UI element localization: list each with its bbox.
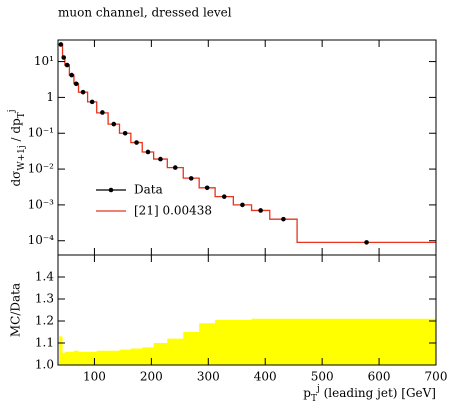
x-tick-label: 200: [140, 370, 163, 384]
data-point: [111, 121, 117, 127]
axis-label: dσW+1j / dpTj: [7, 109, 27, 186]
legend-label: Data: [134, 183, 163, 197]
data-point: [73, 81, 79, 87]
axis-label-part: j: [316, 384, 320, 394]
uncertainty-band: [59, 318, 437, 365]
axis-label-part: p: [303, 386, 311, 400]
axis-label-part: j: [7, 109, 17, 113]
y-tick-label: 10⁻⁴: [28, 233, 55, 247]
data-point: [158, 156, 163, 162]
y-tick-label: 1.0: [35, 358, 54, 372]
x-tick-label: 300: [197, 370, 220, 384]
data-point: [80, 89, 86, 95]
data-point: [258, 208, 263, 213]
axis-label-part: W+1j: [17, 145, 27, 170]
y-tick-label: 1: [46, 90, 54, 104]
data-point: [100, 110, 105, 115]
y-tick-label: 1.3: [35, 292, 54, 306]
x-tick-label: 100: [83, 370, 106, 384]
mc-step-line: [59, 43, 436, 244]
data-point: [89, 99, 95, 105]
x-tick-label: 600: [368, 370, 391, 384]
data-point: [204, 185, 210, 191]
data-point: [134, 140, 139, 145]
axis-label: pTj (leading jet) [GeV]: [303, 384, 436, 404]
legend-label: [21] 0.00438: [134, 204, 212, 218]
chart-title: muon channel, dressed level: [58, 6, 232, 20]
y-tick-label: 1.4: [35, 270, 54, 284]
y-tick-label: 10⁻³: [28, 197, 55, 211]
y-tick-label: 1.1: [35, 336, 54, 350]
data-point: [221, 194, 227, 199]
legend-marker: [108, 187, 114, 193]
data-point: [145, 149, 151, 155]
axis-label-part: (leading jet) [GeV]: [320, 386, 436, 400]
x-tick-label: 400: [254, 370, 277, 384]
data-point: [69, 72, 74, 78]
y-tick-label: 10⁻¹: [28, 126, 54, 140]
axis-label-part: dσ: [9, 171, 23, 187]
data-point: [61, 55, 66, 60]
axis-label: MC/Data: [9, 283, 23, 337]
panel-frame: [57, 254, 437, 366]
data-point: [281, 216, 286, 222]
data-point: [122, 130, 128, 136]
y-tick-label: 10⁻²: [28, 162, 55, 176]
panel-frame: [57, 39, 437, 256]
y-tick-label: 1.2: [35, 314, 54, 328]
axis-label-part: / dp: [9, 118, 23, 145]
axis-label-part: T: [311, 394, 317, 404]
data-point: [58, 42, 64, 47]
data-point: [172, 165, 178, 170]
data-point: [188, 176, 194, 181]
axis-label-part: T: [17, 112, 27, 118]
data-point: [240, 202, 245, 208]
y-tick-label: 10¹: [34, 54, 54, 68]
x-tick-label: 700: [425, 370, 448, 384]
data-point: [64, 62, 70, 68]
x-tick-label: 500: [311, 370, 334, 384]
data-point: [364, 240, 369, 245]
